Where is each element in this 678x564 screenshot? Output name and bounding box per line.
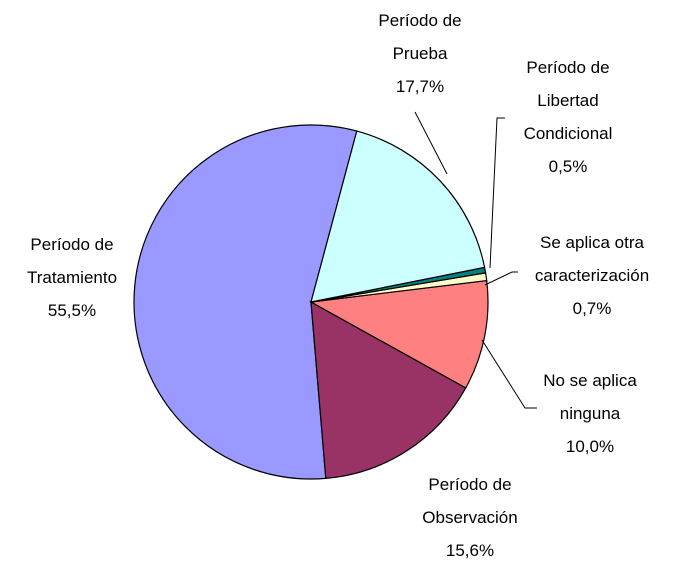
value-label: 15,6% — [445, 541, 495, 560]
pie-slice — [310, 300, 467, 480]
slice-label: Período de Prueba 17,7% — [360, 4, 480, 103]
value-label: 0,5% — [548, 157, 588, 176]
category-label: Período de Prueba — [378, 11, 462, 63]
category-label: Período de Tratamiento — [26, 235, 118, 287]
leader-line — [484, 271, 518, 286]
leader-line — [489, 117, 505, 269]
leader-line — [414, 111, 448, 175]
slice-label: No se aplica ninguna 10,0% — [530, 364, 650, 463]
category-label: Período de Libertad Condicional — [523, 58, 613, 143]
pie-slice — [133, 124, 358, 480]
leader-line — [481, 339, 537, 409]
pie-slice — [309, 279, 489, 389]
category-label: Período de Observación — [422, 475, 518, 527]
leader-lines — [414, 111, 537, 409]
slice-label: Período de Observación 15,6% — [405, 468, 535, 564]
value-label: 10,0% — [565, 437, 615, 456]
category-label: Se aplica otra caracterización — [534, 233, 650, 285]
value-label: 55,5% — [47, 301, 97, 320]
pie-slice — [310, 130, 486, 303]
value-label: 0,7% — [572, 299, 612, 318]
slice-label: Período de Tratamiento 55,5% — [7, 228, 137, 327]
slice-label: Período de Libertad Condicional 0,5% — [503, 51, 633, 183]
slice-label: Se aplica otra caracterización 0,7% — [512, 226, 672, 325]
value-label: 17,7% — [395, 77, 445, 96]
category-label: No se aplica ninguna — [543, 371, 637, 423]
